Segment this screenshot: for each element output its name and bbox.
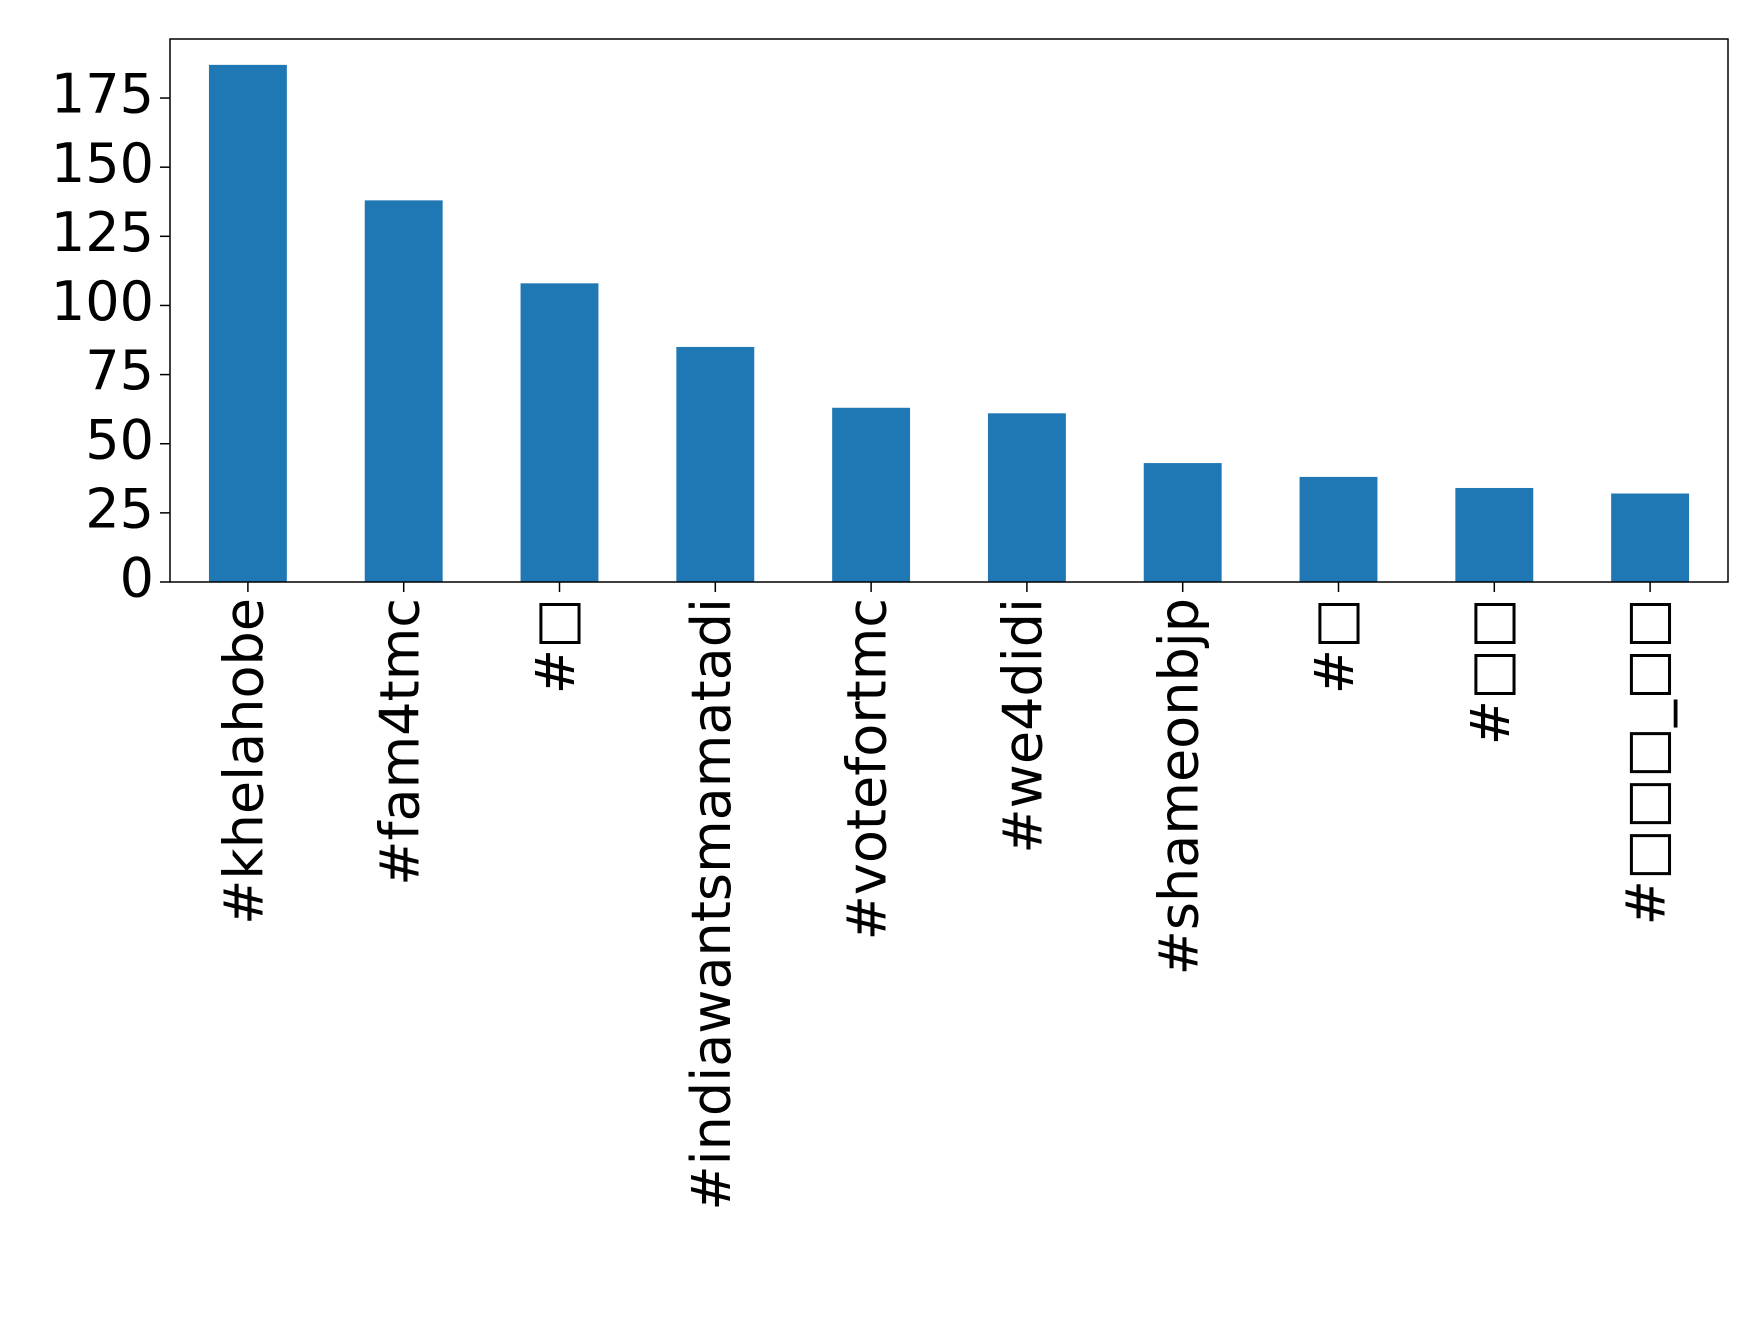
y-tick-label: 75 bbox=[85, 339, 154, 402]
x-tick-label: #fam4tmc bbox=[368, 598, 431, 886]
bar bbox=[987, 413, 1066, 582]
x-tick-label: #□□□_□□ bbox=[1615, 598, 1678, 925]
y-tick-label: 25 bbox=[85, 478, 154, 541]
x-tick-label: #we4didi bbox=[992, 598, 1055, 854]
bar bbox=[1299, 476, 1378, 582]
bar bbox=[1455, 487, 1534, 582]
plot-frame bbox=[169, 38, 1729, 583]
y-tick-label: 150 bbox=[51, 132, 154, 195]
y-tick-label: 50 bbox=[85, 408, 154, 471]
bar bbox=[1611, 493, 1690, 582]
bar bbox=[1143, 463, 1222, 582]
bar bbox=[520, 283, 599, 582]
bar bbox=[364, 200, 443, 582]
y-tick-label: 175 bbox=[51, 63, 154, 126]
x-tick-label: #□ bbox=[524, 598, 587, 694]
y-tick-label: 125 bbox=[51, 201, 154, 264]
x-tick-label: #khelahobe bbox=[213, 598, 276, 925]
bar bbox=[208, 64, 287, 583]
x-tick-label: #indiawantsmamatadi bbox=[680, 598, 743, 1211]
x-tick-label: #□ bbox=[1303, 598, 1366, 694]
y-tick-label: 0 bbox=[120, 547, 154, 610]
bar bbox=[832, 407, 911, 582]
x-tick-label: #shameonbjp bbox=[1147, 598, 1210, 975]
bar bbox=[676, 346, 755, 582]
x-tick-label: #□□ bbox=[1459, 598, 1522, 745]
x-tick-label: #votefortmc bbox=[836, 598, 899, 940]
y-tick-label: 100 bbox=[51, 270, 154, 333]
